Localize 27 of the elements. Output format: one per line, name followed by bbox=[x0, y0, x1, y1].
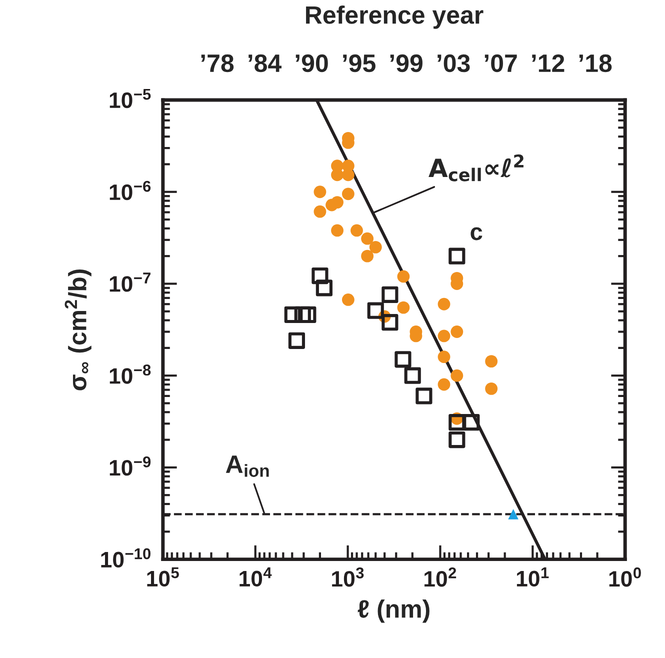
y-tick-label: 10$^{−8}$ bbox=[110, 364, 151, 384]
x-axis-title: ℓ (nm) bbox=[358, 599, 430, 623]
y-tick-label: 10$^{−7}$ bbox=[110, 272, 150, 292]
annotation: A$_{cell}$∝ℓ$^{2}$ bbox=[428, 154, 524, 182]
text: ’84 bbox=[248, 54, 282, 72]
y-tick-label: 10$^{−6}$ bbox=[110, 180, 151, 200]
text: ’12 bbox=[532, 54, 564, 72]
text: ’99 bbox=[390, 54, 422, 72]
text: ’90 bbox=[296, 54, 328, 72]
x-tick-label: 10$^{2}$ bbox=[424, 567, 456, 587]
text: ’18 bbox=[579, 54, 612, 72]
text: ’95 bbox=[343, 54, 376, 72]
x-tick-label: 10$^{4}$ bbox=[240, 567, 272, 587]
x-tick-label: 10$^{1}$ bbox=[516, 567, 549, 587]
y-tick-label: 10$^{−5}$ bbox=[110, 88, 151, 108]
annotation: c bbox=[470, 227, 482, 240]
y-tick-label: 10$^{−10}$ bbox=[101, 548, 150, 568]
text: ’07 bbox=[484, 54, 517, 72]
x-tick-label: 10$^{5}$ bbox=[147, 567, 179, 587]
y-tick-label: 10$^{−9}$ bbox=[110, 456, 151, 476]
text: ’03 bbox=[438, 54, 470, 72]
ref-line-label: A$_{ion}$ bbox=[226, 456, 269, 477]
x-tick-label: 10$^{3}$ bbox=[332, 567, 364, 587]
y-axis-title: σ$_{∞}$ (cm$^{2}$/b) bbox=[64, 269, 92, 390]
text: ’78 bbox=[201, 54, 234, 72]
x-tick-label: 10$^{0}$ bbox=[609, 567, 641, 587]
text: Reference year bbox=[306, 6, 484, 29]
